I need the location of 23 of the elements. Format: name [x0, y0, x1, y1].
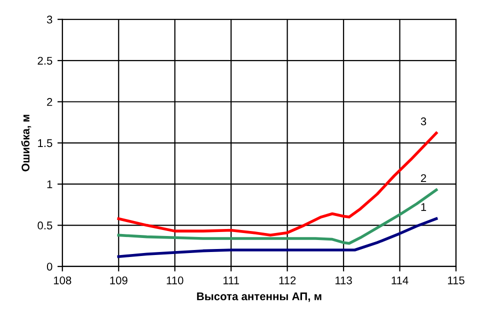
- x-tick-label: 112: [279, 276, 296, 284]
- series-label: 3: [420, 117, 426, 126]
- line-series: [117, 132, 438, 237]
- series-label: 1: [421, 203, 426, 211]
- y-tick-label: 0.5: [38, 222, 52, 230]
- x-tick-label: 114: [392, 276, 408, 284]
- y-axis-title: Ошибка, м: [21, 114, 32, 172]
- series-label: 2: [420, 174, 426, 182]
- x-tick-label: 111: [223, 276, 239, 284]
- line-series: [117, 217, 438, 258]
- y-tick-label: 0: [46, 262, 52, 271]
- x-axis-title: Высота антенны АП, м: [197, 292, 322, 302]
- y-tick-label: 3: [46, 16, 52, 24]
- x-tick-label: 109: [110, 276, 128, 284]
- y-tick-label: 2.5: [38, 56, 52, 65]
- y-tick-label: 2: [47, 98, 52, 106]
- x-tick-label: 115: [448, 276, 464, 284]
- y-tick-label: 1.5: [38, 139, 52, 148]
- x-tick-label: 108: [54, 276, 72, 284]
- x-tick-label: 113: [336, 276, 352, 284]
- line-series: [117, 188, 438, 245]
- y-tick-label: 1: [47, 180, 52, 188]
- x-tick-label: 110: [166, 276, 184, 284]
